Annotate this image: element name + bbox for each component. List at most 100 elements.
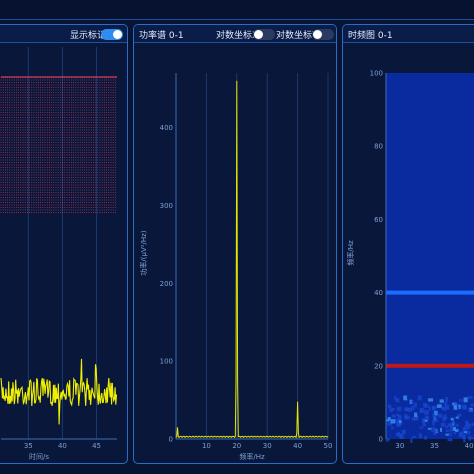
heatmap-cell [432, 413, 436, 418]
heatmap-cell [439, 427, 443, 432]
show-markers-toggle[interactable] [101, 29, 123, 40]
y-tick-label: 0 [379, 436, 383, 444]
heatmap-cell [410, 438, 413, 444]
heatmap-cell [467, 424, 471, 429]
heatmap-cell [398, 415, 402, 419]
x-tick-label: 35 [430, 442, 439, 450]
heatmap-cell [407, 407, 412, 412]
heatmap-cell [428, 406, 432, 411]
time-series-header: 显示标记 [0, 25, 127, 43]
heatmap-cell [447, 438, 453, 442]
heatmap-cell [439, 399, 444, 403]
log-y-toggle[interactable] [312, 29, 334, 40]
heatmap-cell [403, 429, 406, 434]
heatmap-cell [463, 397, 468, 403]
y-axis-label: 频率/Hz [346, 240, 355, 266]
heatmap-cell [395, 432, 401, 437]
spectrogram-panel: 时频图 0-1 0 20 40 60 80 100 30 35 40 频率/Hz [342, 24, 474, 464]
heatmap-cell [467, 396, 473, 399]
heatmap-cell [387, 416, 391, 421]
x-tick-label: 40 [465, 442, 474, 450]
heatmap-cell [464, 425, 469, 431]
show-markers-label: 显示标记 [70, 31, 107, 41]
heatmap-cell [399, 434, 404, 439]
heatmap-cell [470, 403, 474, 406]
heatmap-cell [411, 435, 417, 439]
y-tick-label: 40 [374, 289, 383, 297]
heatmap-cell [452, 426, 457, 431]
heatmap-cell [454, 402, 457, 407]
toggle-knob [113, 30, 122, 39]
heatmap-cell [391, 426, 394, 430]
heatmap-cell [447, 423, 452, 427]
heatmap-cell [449, 422, 454, 428]
y-tick-label: 80 [374, 143, 383, 151]
heatmap-cell [458, 399, 463, 402]
power-spectrum-chart[interactable]: 0 100 200 300 400 10 20 30 40 50 频率/Hz 功率/(μV²/Hz) [134, 43, 337, 463]
spectrogram-chart[interactable]: 0 20 40 60 80 100 30 35 40 频率/Hz [343, 43, 474, 463]
y-tick-label: 400 [160, 124, 173, 132]
heatmap-cell [433, 431, 437, 436]
heatmap-cell [413, 417, 418, 421]
heatmap-cell [389, 407, 393, 413]
heatmap-cell [434, 428, 438, 432]
time-series-chart[interactable]: 35 40 45 时间/s [0, 43, 128, 463]
heatmap-cell [443, 414, 447, 418]
heatmap-cell [445, 396, 449, 402]
heatmap-cell [414, 412, 418, 418]
heatmap-cell [430, 426, 436, 432]
heatmap-cell [441, 406, 445, 410]
heatmap-cell [386, 419, 389, 422]
heatmap-cell [431, 420, 435, 426]
heatmap-cell [387, 422, 392, 426]
heatmap-cell [458, 404, 461, 410]
heatmap-cell [449, 426, 453, 432]
heatmap-cell [449, 432, 452, 437]
heatmap-cell [411, 417, 416, 421]
heatmap-cell [390, 419, 396, 424]
heatmap-cell [424, 404, 429, 408]
heatmap-band [386, 363, 474, 368]
heatmap-cell [387, 404, 392, 409]
x-tick-label: 30 [395, 442, 404, 450]
power-spectrum-title: 功率谱 0-1 [139, 31, 184, 41]
heatmap-cell [455, 403, 461, 407]
power-spectrum-panel: 功率谱 0-1 对数坐标X 对数坐标Y 0 100 200 300 400 10 20 30 4… [133, 24, 337, 464]
toggle-knob [313, 30, 322, 39]
heatmap-cell [419, 407, 422, 413]
heatmap-cell [418, 433, 423, 439]
heatmap-cell [422, 423, 427, 427]
y-tick-label: 60 [374, 216, 383, 224]
x-tick-label: 40 [58, 442, 67, 450]
heatmap-background [386, 73, 474, 439]
heatmap-cell [411, 400, 414, 404]
heatmap-cell [445, 433, 449, 436]
heatmap-cell [391, 414, 396, 418]
y-tick-label: 0 [169, 436, 173, 444]
heatmap-cell [396, 422, 402, 427]
heatmap-cell [434, 414, 437, 419]
y-axis-label: 功率/(μV²/Hz) [139, 230, 148, 275]
heatmap-cell [422, 402, 428, 406]
heatmap-cell [423, 419, 428, 422]
heatmap-cell [468, 435, 472, 441]
log-x-toggle[interactable] [253, 29, 275, 40]
x-tick-label: 35 [24, 442, 33, 450]
heatmap-cell [428, 398, 434, 402]
heatmap-cell [468, 409, 473, 412]
power-spectrum-header: 功率谱 0-1 对数坐标X 对数坐标Y [134, 25, 336, 43]
heatmap-band [386, 290, 474, 295]
spectrogram-title: 时频图 0-1 [348, 31, 393, 41]
heatmap-cell [423, 409, 429, 415]
y-tick-label: 300 [160, 202, 173, 210]
heatmap-cell [398, 419, 402, 424]
heatmap-cell [463, 438, 466, 443]
log-x-label: 对数坐标X [216, 31, 259, 41]
heatmap-cell [394, 418, 400, 424]
heatmap-cell [455, 429, 459, 433]
toggle-knob [254, 30, 263, 39]
heatmap-cell [471, 422, 474, 427]
y-tick-label: 100 [370, 70, 383, 78]
heatmap-cell [453, 432, 457, 435]
heatmap-cell [386, 438, 391, 441]
